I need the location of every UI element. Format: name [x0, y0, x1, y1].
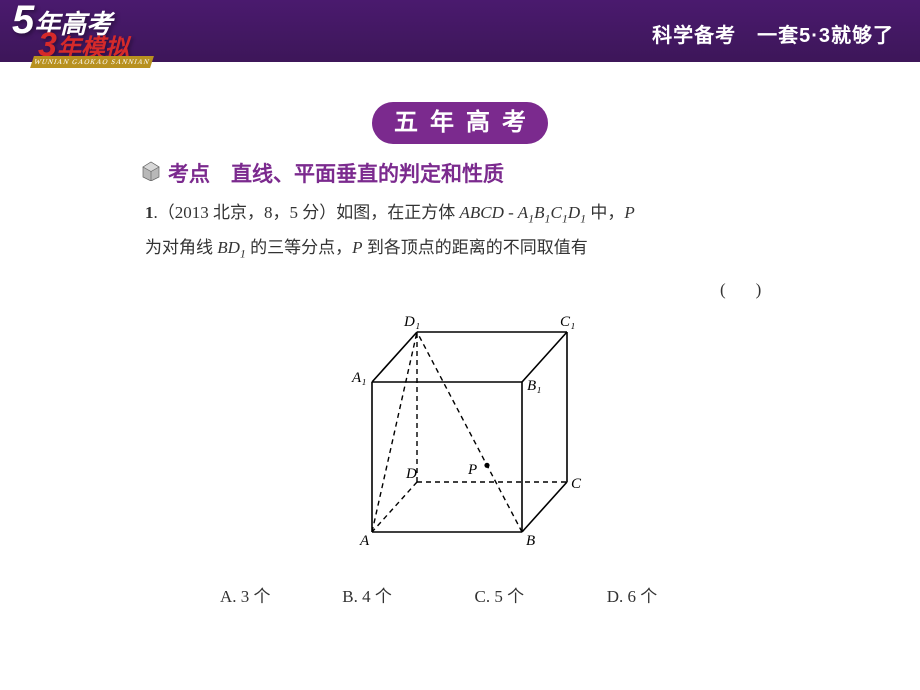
option-C: C. 5 个 [475, 582, 603, 607]
label-A1: A₁ [351, 370, 366, 386]
cube-label-ABCD: ABCD - A [460, 203, 529, 222]
label-D: D [405, 466, 417, 482]
problem-number: 1 [145, 203, 154, 222]
label-B1: B₁ [527, 378, 541, 394]
label-P: P [467, 462, 477, 478]
option-D: D. 6 个 [607, 582, 658, 607]
section-title-oval: 五年高考 [372, 102, 548, 144]
problem-src: .（2013 北京，8，5 分）如图，在正方体 [154, 203, 460, 222]
option-A: A. 3 个 [220, 582, 338, 607]
cube-diagram: A B C D A₁ B₁ C₁ D₁ P [332, 302, 582, 562]
exam-point-title: 考点 直线、平面垂直的判定和性质 [168, 158, 504, 188]
problem-statement: 1.（2013 北京，8，5 分）如图，在正方体 ABCD - A1B1C1D1… [145, 196, 795, 266]
header-bar: 5年高考 3年模拟 WUNIAN GAOKAO SANNIAN 科学备考 一套5… [0, 0, 920, 62]
label-A: A [359, 533, 370, 549]
option-B: B. 4 个 [342, 582, 470, 607]
logo-ribbon: WUNIAN GAOKAO SANNIAN [30, 56, 154, 68]
answer-options: A. 3 个 B. 4 个 C. 5 个 D. 6 个 [220, 582, 820, 607]
brand-logo: 5年高考 3年模拟 WUNIAN GAOKAO SANNIAN [10, 0, 170, 72]
cube-bullet-icon [140, 159, 162, 181]
answer-blank-paren: () [720, 280, 791, 300]
label-C: C [571, 476, 582, 492]
label-B: B [526, 533, 535, 549]
label-D1: D₁ [403, 314, 420, 330]
logo-five: 5 [12, 0, 34, 42]
header-slogan: 科学备考 一套5·3就够了 [652, 19, 894, 48]
label-C1: C₁ [560, 314, 575, 330]
